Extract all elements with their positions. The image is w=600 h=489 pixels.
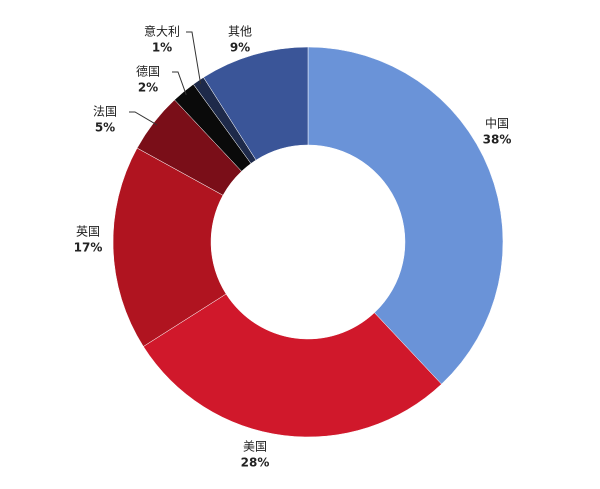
slice-label: 中国: [485, 116, 509, 131]
donut-slice: [307, 46, 504, 385]
slice-label: 德国: [136, 64, 160, 79]
slice-label: 英国: [76, 225, 100, 239]
slice-value-label: 9%: [230, 41, 250, 55]
slice-label: 意大利: [144, 24, 180, 39]
leader-line: [186, 31, 202, 85]
donut-slice: [112, 147, 227, 347]
slice-value-label: 2%: [138, 81, 158, 95]
donut-slice: [203, 46, 309, 161]
slice-label: 法国: [93, 105, 117, 119]
donut-slice: [143, 293, 442, 438]
slice-value-label: 17%: [74, 241, 103, 255]
slice-value-label: 5%: [95, 121, 115, 135]
leader-line: [129, 111, 158, 126]
slice-value-label: 28%: [241, 456, 270, 470]
leader-line: [172, 71, 187, 96]
slice-label: 其他: [228, 25, 252, 39]
slice-label: 美国: [243, 440, 267, 454]
slice-value-label: 38%: [483, 133, 512, 147]
slice-value-label: 1%: [152, 41, 172, 55]
